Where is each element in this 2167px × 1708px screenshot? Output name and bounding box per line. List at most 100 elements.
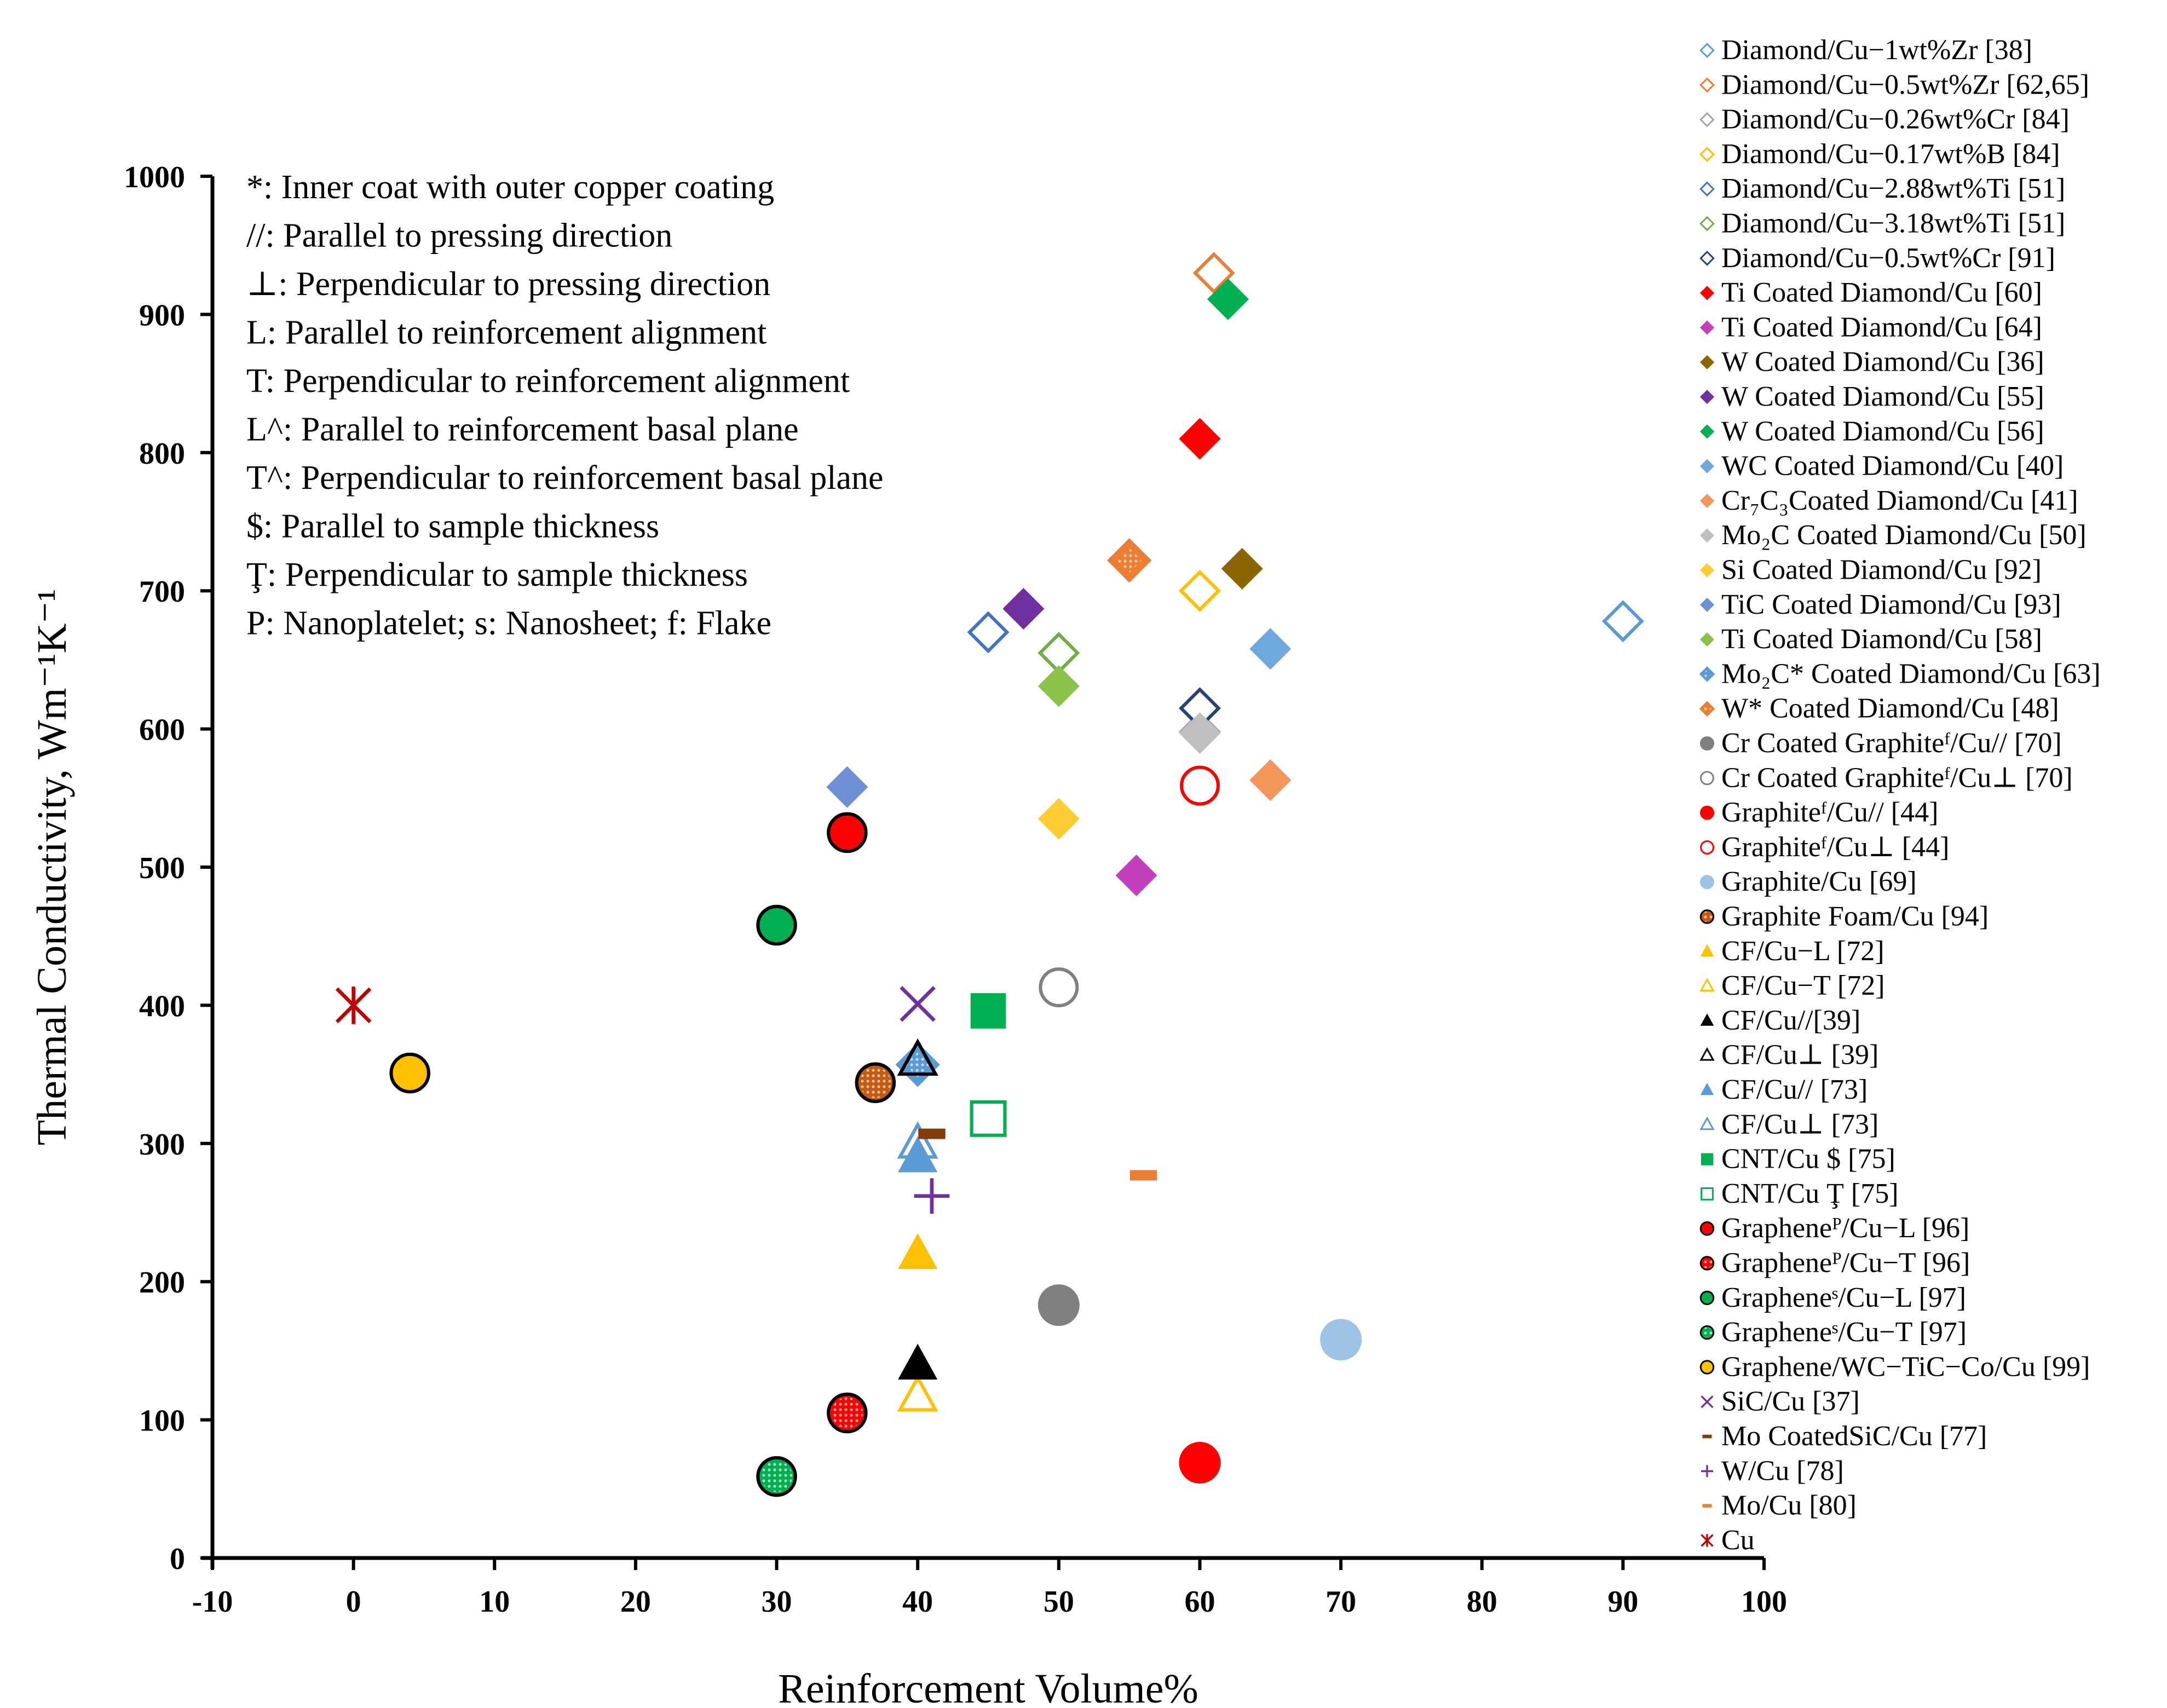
legend-label: Diamond/Cu−1wt%Zr [38] (1721, 34, 2032, 66)
legend-label: WC Coated Diamond/Cu [40] (1721, 451, 2064, 482)
legend-marker (1700, 805, 1714, 820)
legend-item: SiC/Cu [37] (1701, 1386, 1860, 1417)
data-point (897, 1374, 938, 1412)
data-point (1249, 759, 1292, 801)
data-point (918, 1128, 946, 1139)
legend-label: Graphite/Cu [69] (1721, 866, 1917, 897)
legend-item: Mo/Cu [80] (1702, 1490, 1857, 1521)
legend-label: Diamond/Cu−2.88wt%Ti [51] (1721, 173, 2065, 204)
legend-label: Ti Coated Diamond/Cu [64] (1721, 311, 2042, 343)
y-tick-label: 800 (139, 437, 185, 471)
legend-marker (1699, 147, 1715, 162)
legend-label: CF/Cu−L [72] (1721, 936, 1884, 967)
data-point (1038, 1284, 1080, 1326)
data-point (826, 766, 868, 808)
legend-label: Diamond/Cu−0.26wt%Cr [84] (1721, 104, 2070, 135)
x-tick-label: 20 (620, 1585, 651, 1619)
note-line: *: Inner coat with outer copper coating (246, 169, 774, 206)
legend-item: Diamond/Cu−0.26wt%Cr [84] (1699, 104, 2070, 135)
legend-marker (1700, 563, 1714, 578)
legend-item: Diamond/Cu−0.17wt%B [84] (1699, 139, 2060, 170)
legend-item: TiC Coated Diamond/Cu [93] (1700, 589, 2061, 620)
legend-item: Si Coated Diamond/Cu [92] (1700, 555, 2042, 586)
legend-label: CF/Cu//[39] (1721, 1005, 1860, 1036)
legend-marker (1699, 1047, 1715, 1061)
legend-label: Diamond/Cu−0.17wt%B [84] (1721, 139, 2060, 170)
note-line: P: Nanoplatelet; s: Nanosheet; f: Flake (246, 605, 771, 642)
data-point (855, 1062, 896, 1103)
legend-item: Graphene/WC−TiC−Co/Cu [99] (1699, 1351, 2090, 1382)
data-point (1249, 628, 1292, 670)
legend-label: CF/Cu⊥ [73] (1721, 1109, 1878, 1140)
notes-block: *: Inner coat with outer copper coating /… (246, 169, 884, 642)
note-line: //: Parallel to pressing direction (246, 217, 672, 255)
legend-marker (1699, 909, 1715, 924)
legend-label: Ti Coated Diamond/Cu [58] (1721, 624, 2042, 655)
data-point (1179, 1441, 1221, 1484)
legend-item: CF/Cu⊥ [39] (1699, 1040, 1878, 1071)
x-tick-label: 0 (346, 1585, 361, 1619)
legend-label: CF/Cu⊥ [39] (1721, 1040, 1878, 1071)
x-tick-label: -10 (192, 1585, 233, 1619)
legend-item: Cr Coated Graphiteᶠ/Cu// [70] (1700, 728, 2062, 759)
note-line: L^: Parallel to reinforcement basal plan… (246, 411, 799, 448)
data-point (1002, 588, 1045, 630)
data-point (1178, 569, 1221, 612)
legend-marker (1700, 736, 1714, 751)
data-point (756, 1456, 797, 1497)
legend-marker (1700, 528, 1714, 543)
legend-marker (1699, 216, 1715, 232)
legend-label: Mo₂C Coated Diamond/Cu [50] (1721, 520, 2087, 551)
legend-label: W* Coated Diamond/Cu [48] (1721, 693, 2059, 724)
legend-item: Graphite Foam/Cu [94] (1699, 901, 1989, 932)
y-tick-label: 500 (139, 851, 185, 885)
legend-label: W/Cu [78] (1721, 1455, 1844, 1486)
data-point (827, 1392, 868, 1434)
x-tick-label: 40 (902, 1585, 933, 1619)
legend-item: Mo CoatedSiC/Cu [77] (1702, 1421, 1987, 1452)
legend-item: Cu (1701, 1525, 1755, 1556)
legend-item: CF/Cu⊥ [73] (1699, 1109, 1878, 1140)
legend-marker (1699, 666, 1715, 682)
axes: -10 0 10 20 30 40 50 60 70 80 90 100010020030040050… (124, 160, 1787, 1619)
legend-item: Graphiteᶠ/Cu⊥ [44] (1700, 832, 1949, 863)
legend-marker (1700, 840, 1714, 855)
legend-item: Cr₇C₃Coated Diamond/Cu [41] (1700, 485, 2078, 516)
note-line: ⊥: Perpendicular to pressing direction (246, 266, 770, 303)
legend-item: CNT/Cu $ [75] (1701, 1144, 1895, 1175)
note-line: T^: Perpendicular to reinforcement basal… (246, 459, 884, 497)
legend-marker (1699, 1325, 1715, 1340)
legend-label: SiC/Cu [37] (1721, 1386, 1860, 1417)
legend-marker (1700, 459, 1714, 474)
data-point (1179, 418, 1221, 460)
y-tick-label: 900 (139, 298, 185, 332)
x-tick-label: 70 (1325, 1585, 1356, 1619)
legend-item: CF/Cu−L [72] (1700, 936, 1884, 967)
legend-item: CNT/Cu Ţ [75] (1701, 1178, 1899, 1209)
legend-marker (1700, 424, 1714, 439)
legend: Diamond/Cu−1wt%Zr [38]Diamond/Cu−0.5wt%Z… (1699, 34, 2101, 1556)
legend-marker (1700, 597, 1714, 612)
y-tick-label: 400 (139, 989, 185, 1023)
legend-item: W* Coated Diamond/Cu [48] (1699, 693, 2059, 724)
legend-marker (1701, 1187, 1714, 1201)
y-tick-label: 200 (139, 1266, 185, 1300)
y-axis-title: Thermal Conductivity, Wm⁻¹K⁻¹ (29, 589, 75, 1146)
legend-label: Diamond/Cu−0.5wt%Cr [91] (1721, 243, 2055, 274)
data-point (970, 1100, 1007, 1137)
legend-marker (1700, 320, 1714, 335)
legend-label: Graphene/WC−TiC−Co/Cu [99] (1721, 1351, 2090, 1382)
y-tick-label: 100 (139, 1404, 185, 1438)
legend-label: Mo₂C* Coated Diamond/Cu [63] (1721, 658, 2101, 689)
y-tick-label: 1000 (124, 160, 185, 194)
legend-item: CF/Cu//[39] (1700, 1005, 1860, 1036)
legend-marker (1700, 493, 1714, 508)
note-line: L: Parallel to reinforcement alignment (246, 314, 766, 351)
legend-item: W Coated Diamond/Cu [36] (1700, 347, 2044, 378)
legend-item: Diamond/Cu−2.88wt%Ti [51] (1699, 173, 2065, 204)
legend-marker (1700, 355, 1714, 370)
legend-label: W Coated Diamond/Cu [55] (1721, 381, 2044, 412)
legend-marker (1700, 944, 1714, 957)
legend-marker (1699, 43, 1715, 58)
data-point (1038, 798, 1080, 840)
